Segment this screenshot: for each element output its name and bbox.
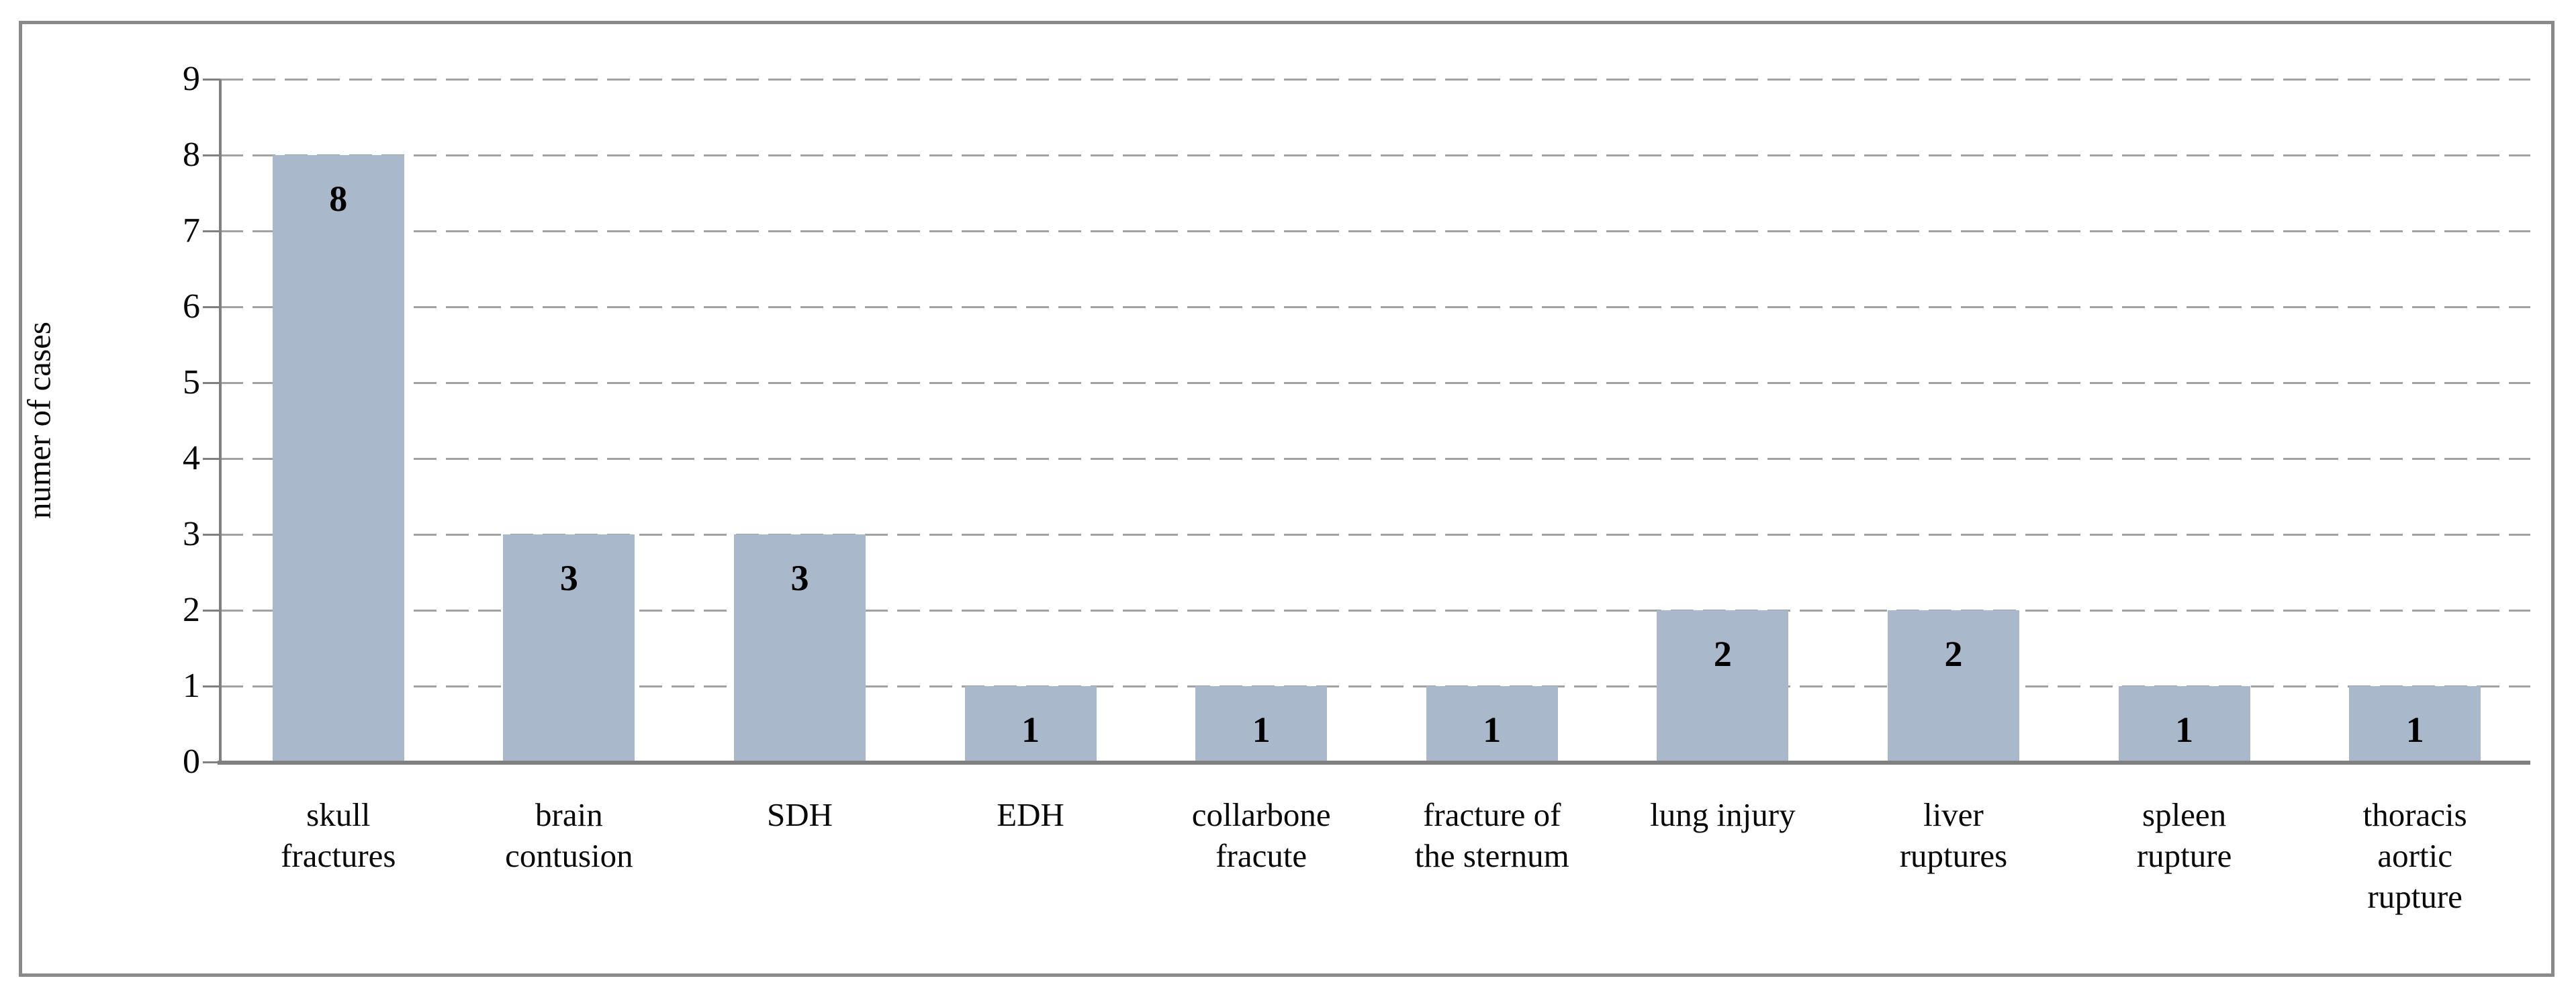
- bar-thoracis-aortic-rupture: 1: [2349, 686, 2481, 762]
- x-tick-label-spleen-rupture: spleen rupture: [2136, 796, 2232, 874]
- x-axis-line: [218, 761, 2530, 765]
- y-tick-mark-1: [203, 685, 220, 687]
- bar-value-label: 2: [1944, 634, 1963, 674]
- y-tick-mark-5: [203, 382, 220, 384]
- figure-border: [19, 21, 2555, 977]
- gridline-y-7: [220, 230, 2530, 232]
- x-tick-label-liver-ruptures: liver ruptures: [1899, 796, 2008, 874]
- gridline-y-2: [220, 610, 2530, 612]
- y-tick-label-4: 4: [183, 439, 200, 477]
- y-tick-label-7: 7: [183, 211, 200, 250]
- y-tick-label-1: 1: [183, 667, 200, 705]
- bar-value-label: 3: [559, 558, 578, 598]
- bar-liver-ruptures: 2: [1888, 610, 2019, 762]
- gridline-y-3: [220, 534, 2530, 536]
- y-tick-mark-4: [203, 458, 220, 460]
- y-axis-title: numer of cases: [20, 322, 58, 519]
- y-tick-mark-3: [203, 534, 220, 536]
- x-tick-label-collarbone-fracute: collarbone fracute: [1191, 796, 1331, 874]
- x-tick-label-sdh: SDH: [766, 796, 833, 833]
- bar-brain-contusion: 3: [503, 534, 635, 762]
- bar-fracture-of-the-sternum: 1: [1426, 686, 1558, 762]
- bar-value-label: 1: [2175, 710, 2194, 750]
- x-tick-label-lung-injury: lung injury: [1650, 796, 1796, 833]
- x-tick-label-fracture-of-the-sternum: fracture of the sternum: [1414, 796, 1569, 874]
- bar-value-label: 1: [2405, 710, 2424, 750]
- x-tick-label-brain-contusion: brain contusion: [505, 796, 633, 874]
- bar-value-label: 1: [1483, 710, 1502, 750]
- bar-collarbone-fracute: 1: [1195, 686, 1328, 762]
- y-tick-mark-7: [203, 230, 220, 232]
- x-tick-label-edh: EDH: [997, 796, 1064, 833]
- y-tick-label-2: 2: [183, 591, 200, 629]
- gridline-y-5: [220, 382, 2530, 384]
- y-tick-mark-6: [203, 306, 220, 308]
- y-tick-label-9: 9: [183, 60, 200, 98]
- bar-value-label: 3: [790, 558, 809, 598]
- y-tick-label-5: 5: [183, 363, 200, 401]
- y-tick-mark-8: [203, 154, 220, 156]
- bar-spleen-rupture: 1: [2118, 686, 2250, 762]
- y-tick-mark-0: [203, 761, 220, 763]
- bar-skull-fractures: 8: [272, 155, 404, 762]
- gridline-y-6: [220, 306, 2530, 308]
- y-axis-line: [219, 79, 222, 764]
- bar-value-label: 1: [1021, 710, 1040, 750]
- x-tick-label-thoracis-aortic-rupture: thoracis aortic rupture: [2362, 796, 2467, 915]
- gridline-y-1: [220, 685, 2530, 687]
- x-tick-label-skull-fractures: skull fractures: [281, 796, 396, 874]
- bar-value-label: 2: [1713, 634, 1732, 674]
- y-tick-mark-2: [203, 610, 220, 612]
- bar-edh: 1: [964, 686, 1097, 762]
- bar-lung-injury: 2: [1657, 610, 1789, 762]
- gridline-y-8: [220, 154, 2530, 156]
- y-tick-label-6: 6: [183, 287, 200, 326]
- y-tick-label-8: 8: [183, 136, 200, 174]
- y-tick-label-0: 0: [183, 743, 200, 781]
- gridline-y-4: [220, 458, 2530, 460]
- bar-value-label: 8: [329, 179, 348, 219]
- y-tick-label-3: 3: [183, 515, 200, 553]
- gridline-y-9: [220, 79, 2530, 81]
- bar-value-label: 1: [1252, 710, 1271, 750]
- y-tick-mark-9: [203, 79, 220, 81]
- bar-sdh: 3: [734, 534, 866, 762]
